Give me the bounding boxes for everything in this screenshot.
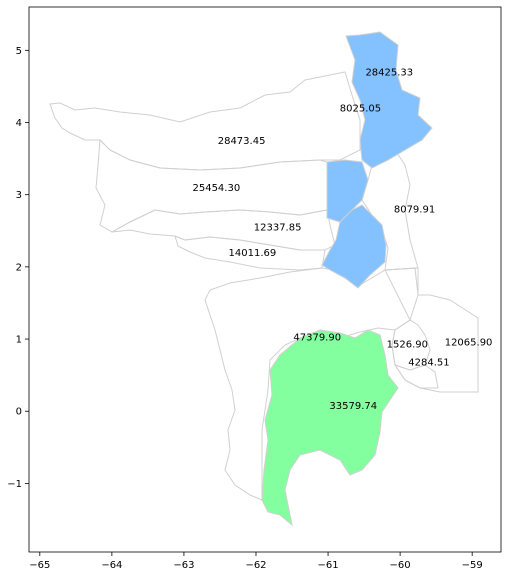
- x-tick-label: −61: [317, 560, 338, 571]
- x-tick-label: −64: [101, 560, 122, 571]
- region-value-label: 8025.05: [340, 104, 381, 115]
- region-value-label: 12337.85: [254, 223, 302, 234]
- y-tick-label: 0: [16, 407, 22, 418]
- region-fill-southern: [261, 329, 399, 527]
- y-tick-label: 3: [16, 190, 22, 201]
- x-tick-label: −60: [390, 560, 411, 571]
- region-labels: 28425.33 8025.05 28473.45 25454.30 8079.91 12…: [192, 67, 492, 411]
- region-value-label: 28425.33: [365, 67, 413, 78]
- region-outline-northeast: [361, 149, 419, 271]
- region-outline-east-small: [393, 364, 439, 389]
- region-fill-south: [321, 204, 387, 289]
- y-tick-label: 1: [16, 335, 22, 346]
- y-tick-label: 4: [16, 118, 22, 129]
- highlighted-regions: [261, 31, 433, 527]
- x-tick-label: −59: [462, 560, 483, 571]
- region-value-label: 47379.90: [293, 332, 341, 343]
- y-tick-label: 5: [16, 46, 22, 57]
- plot-frame: [28, 6, 502, 553]
- region-fill-north: [345, 31, 433, 169]
- region-value-label: 8079.91: [394, 205, 435, 216]
- region-value-label: 28473.45: [218, 136, 266, 147]
- x-tick-label: −65: [29, 560, 50, 571]
- x-tick-label: −62: [245, 560, 266, 571]
- y-axis-ticks: 5 4 3 2 1 0 −1: [7, 46, 29, 490]
- region-value-label: 4284.51: [408, 358, 449, 369]
- region-fill-middle: [326, 159, 369, 223]
- region-outline-central: [204, 267, 419, 501]
- region-value-label: 14011.69: [229, 248, 277, 259]
- y-tick-label: −1: [7, 479, 22, 490]
- region-value-label: 33579.74: [329, 401, 377, 412]
- x-tick-label: −63: [173, 560, 194, 571]
- region-value-label: 12065.90: [445, 337, 493, 348]
- region-value-label: 1526.90: [387, 340, 428, 351]
- x-axis-ticks: −65 −64 −63 −62 −61 −60 −59: [29, 552, 483, 571]
- y-tick-label: 2: [16, 262, 22, 273]
- region-value-label: 25454.30: [192, 183, 240, 194]
- region-outline-east-mid: [391, 319, 431, 371]
